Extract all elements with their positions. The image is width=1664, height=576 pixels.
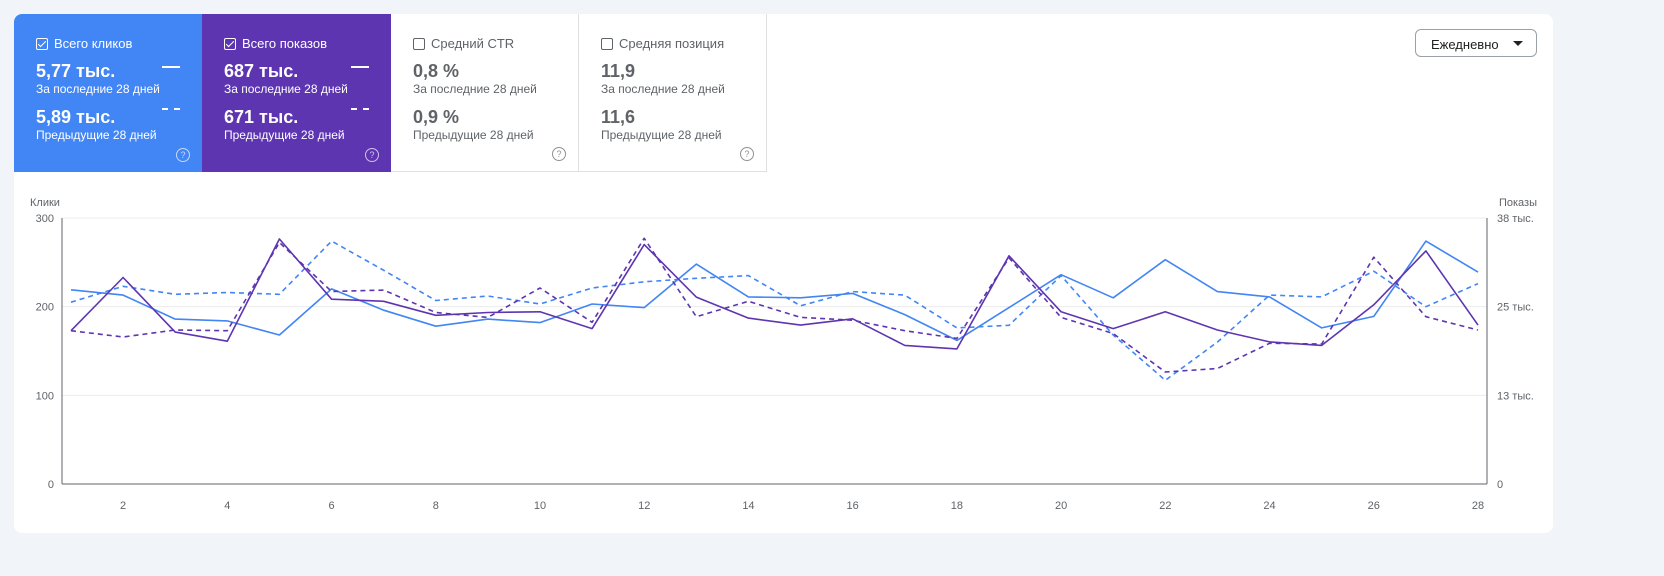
metric-previous: 671 тыс. bbox=[224, 107, 299, 127]
x-axis-tick: 16 bbox=[847, 500, 859, 512]
metric-current-label: За последние 28 дней bbox=[36, 82, 160, 96]
help-icon[interactable]: ? bbox=[740, 147, 754, 161]
metric-label: Средняя позиция bbox=[619, 36, 725, 51]
x-axis-tick: 2 bbox=[120, 500, 126, 512]
solid-line-legend-icon bbox=[351, 66, 369, 68]
checkbox-icon[interactable] bbox=[36, 38, 48, 50]
performance-panel: Всего кликов 5,77 тыс. За последние 28 д… bbox=[14, 14, 1553, 533]
checkbox-icon[interactable] bbox=[413, 38, 425, 50]
x-axis-tick: 4 bbox=[224, 500, 230, 512]
x-axis-tick: 8 bbox=[433, 500, 439, 512]
metric-card-impressions[interactable]: Всего показов 687 тыс. За последние 28 д… bbox=[202, 14, 391, 172]
series-line-clicks-current bbox=[70, 240, 1479, 342]
help-icon[interactable]: ? bbox=[365, 148, 379, 162]
x-axis-tick: 14 bbox=[742, 500, 754, 512]
metric-card-ctr[interactable]: Средний CTR 0,8 % За последние 28 дней 0… bbox=[391, 14, 579, 172]
dashed-line-legend-icon bbox=[351, 108, 369, 110]
metric-previous-label: Предыдущие 28 дней bbox=[601, 128, 722, 142]
dashed-line-legend-icon bbox=[162, 108, 180, 110]
period-dropdown-value: Ежедневно bbox=[1431, 37, 1499, 52]
metric-current-label: За последние 28 дней bbox=[224, 82, 348, 96]
checkbox-icon[interactable] bbox=[224, 38, 236, 50]
period-dropdown[interactable]: Ежедневно bbox=[1415, 29, 1537, 57]
performance-chart: Клики Показы 0 0 100 13 тыс. 200 25 тыс. 300 38 т… bbox=[30, 197, 1537, 512]
metric-previous-label: Предыдущие 28 дней bbox=[36, 128, 157, 142]
help-icon[interactable]: ? bbox=[176, 148, 190, 162]
right-axis-title: Показы bbox=[1499, 197, 1537, 209]
metric-label: Всего кликов bbox=[54, 36, 133, 51]
checkbox-icon[interactable] bbox=[601, 38, 613, 50]
x-axis-tick: 10 bbox=[534, 500, 546, 512]
metric-previous: 11,6 bbox=[601, 107, 636, 127]
help-icon[interactable]: ? bbox=[552, 147, 566, 161]
metric-current-label: За последние 28 дней bbox=[413, 82, 537, 96]
metric-previous: 5,89 тыс. bbox=[36, 107, 116, 127]
right-axis-tick: 25 тыс. bbox=[1497, 302, 1534, 314]
metric-current: 5,77 тыс. bbox=[36, 61, 116, 81]
metric-current: 11,9 bbox=[601, 61, 636, 81]
x-axis-tick: 28 bbox=[1472, 500, 1484, 512]
series-line-impressions-previous bbox=[70, 237, 1479, 373]
series-line-impressions-current bbox=[70, 238, 1479, 350]
x-axis-tick: 26 bbox=[1368, 500, 1380, 512]
metric-label: Всего показов bbox=[242, 36, 327, 51]
metric-card-position[interactable]: Средняя позиция 11,9 За последние 28 дне… bbox=[579, 14, 767, 172]
x-axis-tick: 18 bbox=[951, 500, 963, 512]
metric-previous: 0,9 % bbox=[413, 107, 460, 127]
x-axis-tick: 12 bbox=[638, 500, 650, 512]
left-axis-tick: 0 bbox=[48, 479, 54, 491]
solid-line-legend-icon bbox=[162, 66, 180, 68]
left-axis-tick: 100 bbox=[36, 390, 54, 402]
metric-previous-label: Предыдущие 28 дней bbox=[224, 128, 345, 142]
right-axis-tick: 13 тыс. bbox=[1497, 390, 1534, 402]
caret-down-icon bbox=[1513, 41, 1523, 46]
metric-current-label: За последние 28 дней bbox=[601, 82, 725, 96]
right-axis-tick: 0 bbox=[1497, 479, 1503, 491]
x-axis-tick: 20 bbox=[1055, 500, 1067, 512]
metric-label: Средний CTR bbox=[431, 36, 515, 51]
x-axis-tick: 6 bbox=[328, 500, 334, 512]
left-axis-tick: 200 bbox=[36, 302, 54, 314]
metric-previous-label: Предыдущие 28 дней bbox=[413, 128, 534, 142]
x-axis-tick: 24 bbox=[1263, 500, 1275, 512]
left-axis-title: Клики bbox=[30, 197, 60, 209]
right-axis-tick: 38 тыс. bbox=[1497, 213, 1534, 225]
metric-current: 0,8 % bbox=[413, 61, 460, 81]
left-axis-tick: 300 bbox=[36, 213, 54, 225]
metric-card-clicks[interactable]: Всего кликов 5,77 тыс. За последние 28 д… bbox=[14, 14, 202, 172]
series-line-clicks-previous bbox=[70, 240, 1479, 382]
x-axis-tick: 22 bbox=[1159, 500, 1171, 512]
metric-current: 687 тыс. bbox=[224, 61, 299, 81]
